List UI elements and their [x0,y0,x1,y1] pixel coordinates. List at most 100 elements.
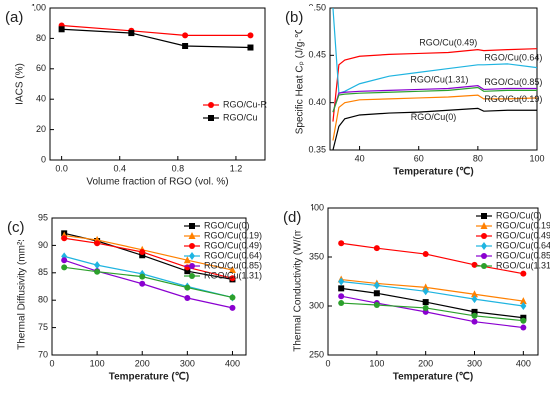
marker [183,256,191,264]
panel-label-box [282,206,312,230]
marker [139,280,146,287]
marker [520,324,527,331]
legend-marker [481,213,487,219]
marker [471,261,478,268]
x-tick-label: 400 [225,358,240,368]
legend-marker [208,102,214,108]
x-tick-label: 300 [467,358,482,368]
legend-marker [480,222,488,229]
marker [139,273,146,280]
marker [422,283,430,291]
series-group [332,8,537,150]
series-line [332,8,537,95]
panel-label-box [6,216,36,240]
y-tick-label: 75 [38,322,48,332]
legend-label: RGO/Cu(0) [496,210,542,220]
marker [61,257,68,264]
marker [182,32,189,39]
series-label: RGO/Cu(1.31) [410,74,468,84]
legend-marker [188,232,196,239]
y-axis-label: Thermal Conductivity (W/(m·K)) [293,211,304,352]
series-label: RGO/Cu(0) [411,112,457,122]
series-group [60,230,236,311]
panel: 0 100 200 300 400 250 300 350 400 Temperature (℃)… [282,202,550,383]
x-tick-label: 1.2 [230,163,243,173]
marker [247,32,254,39]
series-line [341,278,524,302]
marker [338,285,345,292]
x-tick-label: 100 [369,358,384,368]
marker [58,26,65,33]
legend-label: RGO/Cu(0.19) [204,230,262,240]
x-tick-label: 400 [516,358,531,368]
series-label: RGO/Cu(0.64) [484,53,542,63]
plot-frame [51,217,247,356]
y-tick-label: 95 [38,212,48,222]
marker [373,245,380,252]
legend-marker [208,115,214,121]
panel-label: (b) [285,9,303,26]
y-tick-label: 350 [309,251,324,261]
marker [520,302,527,310]
y-tick-label: 80 [36,33,46,43]
plot-frame [327,207,539,356]
panel-label: (c) [7,219,25,236]
panel-label-box [4,6,34,30]
marker [373,290,380,297]
marker [471,312,478,319]
legend-marker [189,273,195,279]
x-axis-label: Temperature (℃) [393,167,474,178]
panel-label: (a) [5,9,23,26]
legend-label: RGO/Cu(0) [204,220,250,230]
series-line [332,94,537,141]
y-axis-label: IACS (%) [15,63,26,105]
x-axis-label: Volume fraction of RGO (vol. %) [86,177,228,188]
series-label: RGO/Cu(0.19) [484,94,542,104]
marker [229,304,236,311]
x-axis-label: Temperature (℃) [393,372,474,383]
x-tick-label: 40 [355,153,365,163]
x-tick-label: 100 [529,153,544,163]
marker [94,261,101,270]
legend-label: RGO/Cu(1.31) [204,270,262,280]
x-tick-label: 0 [49,358,54,368]
series-line [61,24,251,36]
marker [139,252,146,259]
marker [247,44,254,51]
marker [338,240,345,247]
marker [184,295,191,302]
marker [520,317,527,324]
marker [373,281,380,290]
marker [520,270,527,277]
marker [471,290,479,298]
marker [519,297,527,305]
y-tick-label: 0 [41,154,46,164]
series-line [332,107,537,150]
x-tick-label: 300 [180,358,195,368]
y-axis-label: Thermal Diffusivity (mm²S⁻¹) [17,223,28,350]
y-tick-label: 300 [309,300,324,310]
y-tick-label: 250 [309,349,324,359]
x-tick-label: 0.8 [172,163,185,173]
legend-label: RGO/Cu(0.49) [204,240,262,250]
legend-label: RGO/Cu(0.85) [204,260,262,270]
series-line [341,302,524,322]
legend-label: RGO/Cu-R [223,99,268,109]
y-tick-label: 100 [31,2,46,12]
marker [184,268,191,275]
marker [61,264,68,271]
plot-frame [49,7,266,161]
marker [338,300,345,307]
legend-label: RGO/Cu(0.64) [496,240,550,250]
panel-label-box [284,6,314,30]
y-tick-label: 0.40 [308,97,326,107]
x-tick-label: 200 [418,358,433,368]
series-line [341,295,524,329]
x-tick-label: 60 [414,153,424,163]
marker [229,275,236,282]
y-tick-label: 40 [36,94,46,104]
marker [422,299,429,306]
y-tick-label: 400 [309,202,324,212]
legend-marker [189,243,195,249]
